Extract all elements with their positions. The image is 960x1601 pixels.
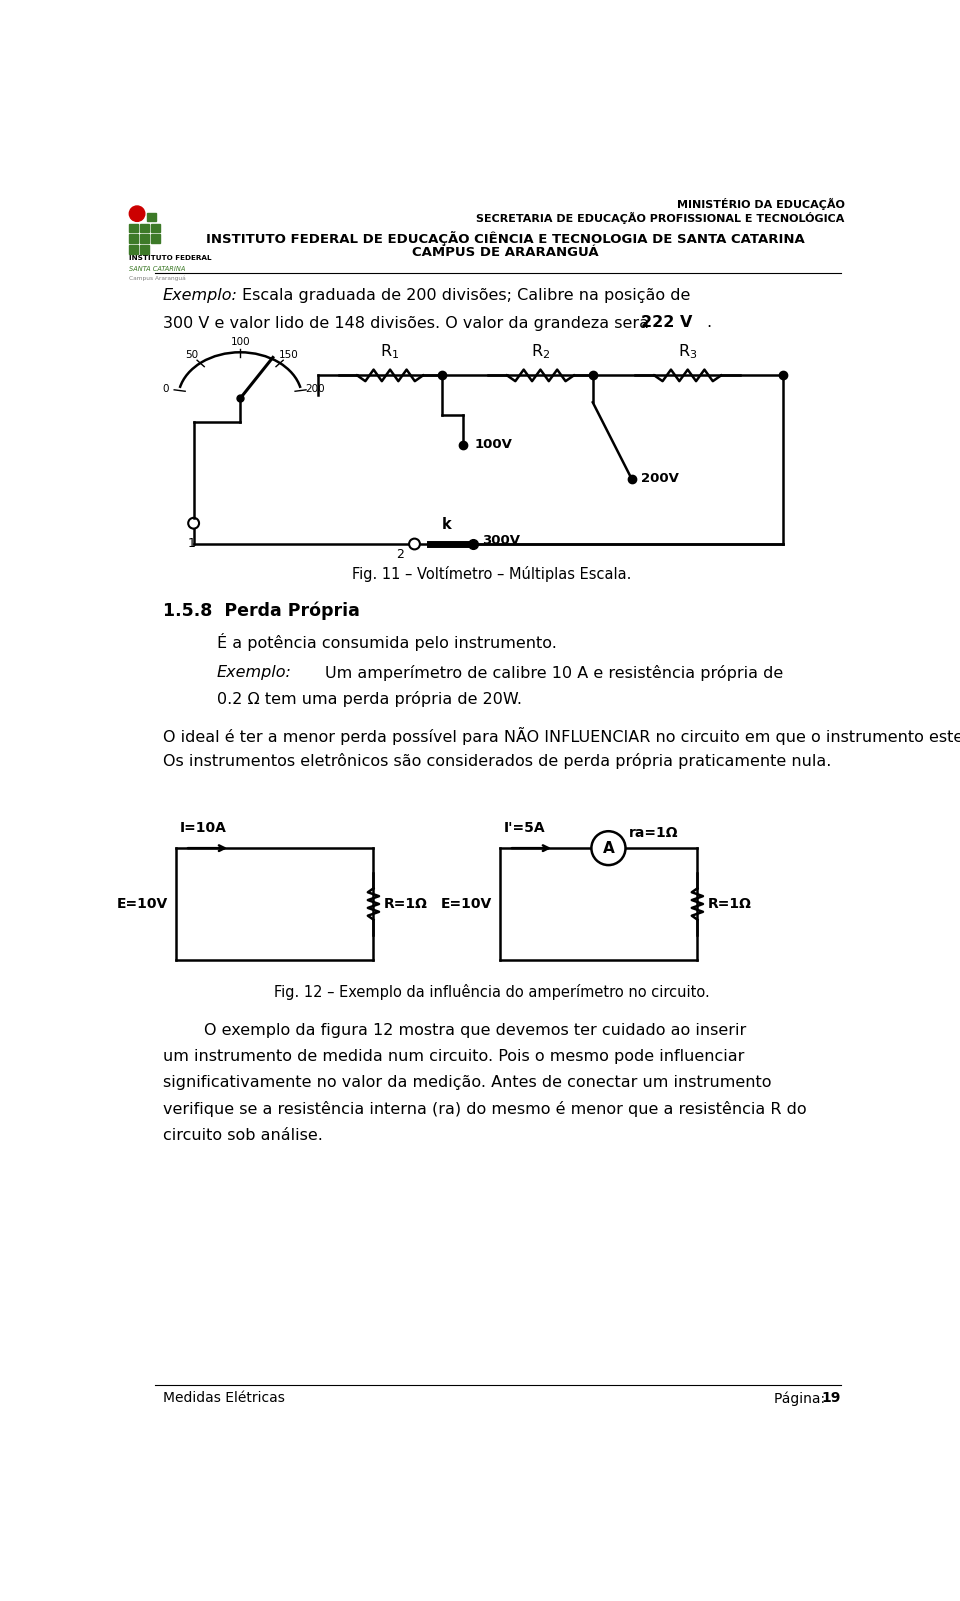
Text: 200: 200 — [305, 384, 324, 394]
Text: É a potência consumida pelo instrumento.: É a potência consumida pelo instrumento. — [217, 632, 557, 650]
Text: k: k — [443, 517, 452, 533]
FancyBboxPatch shape — [140, 224, 149, 232]
Text: um instrumento de medida num circuito. Pois o mesmo pode influenciar: um instrumento de medida num circuito. P… — [162, 1049, 744, 1065]
Text: 0: 0 — [162, 384, 169, 394]
Text: R=1Ω: R=1Ω — [383, 897, 427, 911]
Text: 300V: 300V — [482, 533, 520, 546]
Text: 300 V e valor lido de 148 divisões. O valor da grandeza será: 300 V e valor lido de 148 divisões. O va… — [162, 314, 654, 330]
Text: INSTITUTO FEDERAL DE EDUCAÇÃO CIÊNCIA E TECNOLOGIA DE SANTA CATARINA: INSTITUTO FEDERAL DE EDUCAÇÃO CIÊNCIA E … — [206, 231, 804, 245]
Text: 100: 100 — [230, 338, 250, 347]
Text: I'=5A: I'=5A — [504, 821, 545, 836]
FancyBboxPatch shape — [130, 245, 138, 253]
Text: Exemplo:: Exemplo: — [217, 664, 292, 680]
FancyBboxPatch shape — [130, 234, 138, 243]
Circle shape — [130, 207, 145, 221]
Text: Medidas Elétricas: Medidas Elétricas — [162, 1391, 284, 1406]
Text: significativamente no valor da medição. Antes de conectar um instrumento: significativamente no valor da medição. … — [162, 1076, 771, 1090]
Text: Fig. 11 – Voltímetro – Múltiplas Escala.: Fig. 11 – Voltímetro – Múltiplas Escala. — [352, 565, 632, 581]
Text: I=10A: I=10A — [180, 821, 227, 836]
Text: R$_{3}$: R$_{3}$ — [678, 343, 697, 360]
Text: SECRETARIA DE EDUCAÇÃO PROFISSIONAL E TECNOLÓGICA: SECRETARIA DE EDUCAÇÃO PROFISSIONAL E TE… — [476, 213, 845, 224]
Text: R$_{2}$: R$_{2}$ — [531, 343, 550, 360]
Text: Fig. 12 – Exemplo da influência do amperímetro no circuito.: Fig. 12 – Exemplo da influência do amper… — [275, 985, 709, 1001]
Text: circuito sob análise.: circuito sob análise. — [162, 1127, 323, 1143]
FancyBboxPatch shape — [151, 224, 159, 232]
Text: .: . — [707, 314, 711, 330]
Text: Exemplo:: Exemplo: — [162, 288, 237, 303]
Text: MINISTÉRIO DA EDUCAÇÃO: MINISTÉRIO DA EDUCAÇÃO — [677, 199, 845, 210]
Text: Campus Araranguá: Campus Araranguá — [130, 275, 186, 280]
FancyBboxPatch shape — [130, 224, 138, 232]
Text: A: A — [603, 841, 614, 855]
Text: 1: 1 — [187, 536, 195, 551]
Text: 150: 150 — [278, 351, 299, 360]
Text: 100V: 100V — [475, 439, 513, 451]
Text: ra=1Ω: ra=1Ω — [630, 826, 679, 841]
Text: 0.2 Ω tem uma perda própria de 20W.: 0.2 Ω tem uma perda própria de 20W. — [217, 692, 522, 708]
FancyBboxPatch shape — [140, 245, 149, 253]
Text: Os instrumentos eletrônicos são considerados de perda própria praticamente nula.: Os instrumentos eletrônicos são consider… — [162, 752, 831, 768]
Text: INSTITUTO FEDERAL: INSTITUTO FEDERAL — [130, 255, 212, 261]
Text: 222 V: 222 V — [641, 314, 692, 330]
FancyBboxPatch shape — [151, 234, 159, 243]
Text: 200V: 200V — [641, 472, 679, 485]
Text: 50: 50 — [185, 351, 198, 360]
Text: 19: 19 — [822, 1391, 841, 1406]
Text: Escala graduada de 200 divisões; Calibre na posição de: Escala graduada de 200 divisões; Calibre… — [242, 288, 690, 303]
Text: R=1Ω: R=1Ω — [708, 897, 752, 911]
FancyBboxPatch shape — [140, 234, 149, 243]
Text: verifique se a resistência interna (ra) do mesmo é menor que a resistência R do: verifique se a resistência interna (ra) … — [162, 1101, 806, 1117]
Text: CAMPUS DE ARARANGUÁ: CAMPUS DE ARARANGUÁ — [412, 247, 599, 259]
Text: SANTA CATARINA: SANTA CATARINA — [130, 266, 185, 272]
Text: E=10V: E=10V — [441, 897, 492, 911]
Text: R$_{1}$: R$_{1}$ — [380, 343, 399, 360]
Circle shape — [591, 831, 626, 865]
Text: 2: 2 — [396, 548, 404, 560]
Text: O ideal é ter a menor perda possível para NÃO INFLUENCIAR no circuito em que o i: O ideal é ter a menor perda possível par… — [162, 727, 960, 744]
Text: Página:: Página: — [774, 1391, 829, 1406]
FancyBboxPatch shape — [147, 213, 156, 221]
Text: E=10V: E=10V — [117, 897, 168, 911]
Text: 1.5.8  Perda Própria: 1.5.8 Perda Própria — [162, 602, 359, 620]
Text: Um amperímetro de calibre 10 A e resistência própria de: Um amperímetro de calibre 10 A e resistê… — [325, 664, 783, 680]
Text: O exemplo da figura 12 mostra que devemos ter cuidado ao inserir: O exemplo da figura 12 mostra que devemo… — [162, 1023, 746, 1037]
